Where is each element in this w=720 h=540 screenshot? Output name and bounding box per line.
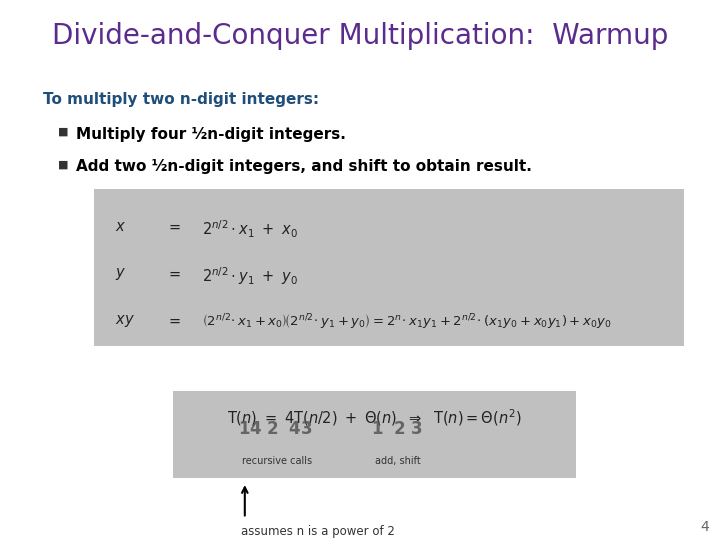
Text: $xy$: $xy$ (115, 313, 135, 329)
Text: ■: ■ (58, 159, 68, 170)
Text: $=$: $=$ (166, 313, 181, 328)
Text: ■: ■ (58, 127, 68, 137)
Text: To multiply two n-digit integers:: To multiply two n-digit integers: (43, 92, 320, 107)
Text: add, shift: add, shift (375, 456, 421, 466)
Text: $y$: $y$ (115, 266, 127, 282)
Text: 4: 4 (701, 519, 709, 534)
Text: Multiply four ½n-digit integers.: Multiply four ½n-digit integers. (76, 127, 346, 142)
Text: $2^{n/2} \cdot y_1 \ + \ y_0$: $2^{n/2} \cdot y_1 \ + \ y_0$ (202, 266, 297, 287)
Bar (173, 392, 576, 478)
Text: recursive calls: recursive calls (242, 456, 312, 466)
Text: $2^{n/2} \cdot x_1 \ + \ x_0$: $2^{n/2} \cdot x_1 \ + \ x_0$ (202, 219, 297, 240)
Text: $=$: $=$ (166, 219, 181, 234)
Text: $\mathrm{T}(n) \ = \ 4\mathrm{T}(n/2) \ + \ \Theta(n) \ \ \Rightarrow \ \ \mathr: $\mathrm{T}(n) \ = \ 4\mathrm{T}(n/2) \ … (228, 407, 521, 428)
Text: Add two ½n-digit integers, and shift to obtain result.: Add two ½n-digit integers, and shift to … (76, 159, 531, 174)
Text: Divide-and-Conquer Multiplication:  Warmup: Divide-and-Conquer Multiplication: Warmu… (52, 22, 668, 50)
Text: $\left(2^{n/2}\!\cdot x_1+x_0\right)\!\left(2^{n/2}\!\cdot y_1+y_0\right)= 2^{n}: $\left(2^{n/2}\!\cdot x_1+x_0\right)\!\l… (202, 313, 611, 332)
Text: $x$: $x$ (115, 219, 126, 234)
Bar (94, 189, 684, 346)
Text: assumes n is a power of 2: assumes n is a power of 2 (241, 525, 395, 538)
Text: $\mathbf{14\ 2\ \ 43}$: $\mathbf{14\ 2\ \ 43}$ (238, 420, 312, 438)
Text: $=$: $=$ (166, 266, 181, 281)
Text: $\mathbf{1\ \ 2\ 3}$: $\mathbf{1\ \ 2\ 3}$ (371, 420, 423, 438)
